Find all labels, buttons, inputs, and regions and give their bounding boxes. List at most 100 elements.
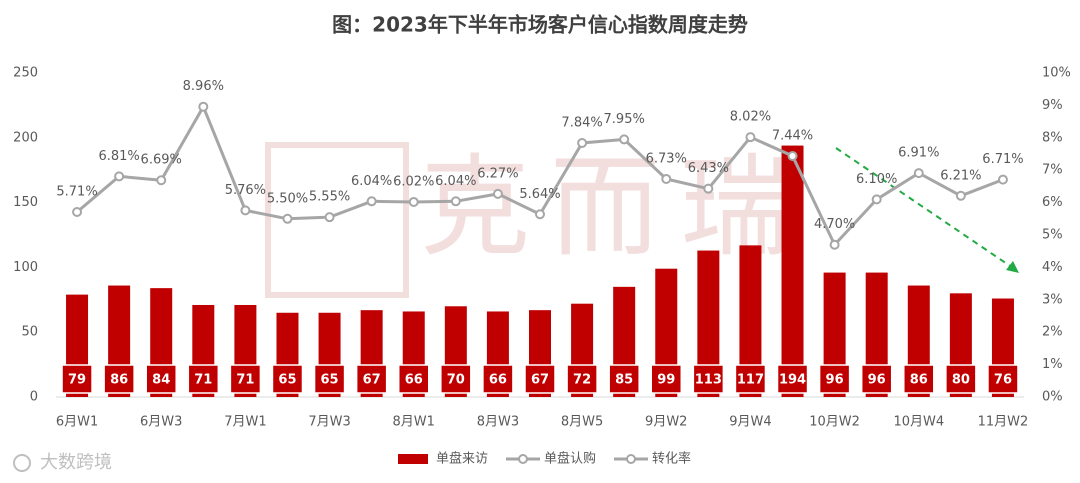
bar-label: 70	[447, 373, 465, 388]
bar-label: 66	[489, 373, 507, 388]
bar-label-box	[650, 364, 683, 394]
line-label: 6.71%	[982, 152, 1023, 167]
bar-label: 79	[68, 373, 86, 388]
bar-label: 71	[194, 373, 212, 388]
x-tick-label: 7月W1	[224, 415, 266, 430]
y-tick-label: 100	[13, 260, 38, 275]
bar-label: 76	[994, 373, 1012, 388]
y2-tick-label: 0%	[1042, 390, 1063, 405]
y2-tick-label: 9%	[1042, 98, 1063, 113]
bar-label-box	[818, 364, 851, 394]
line-marker	[198, 101, 209, 112]
bar-label-box	[103, 364, 135, 394]
bar-label-box	[355, 364, 388, 394]
x-tick-label: 8月W5	[561, 415, 603, 430]
line-marker	[829, 239, 840, 250]
line-label: 5.76%	[225, 183, 266, 198]
line-label: 6.73%	[646, 151, 687, 166]
y2-tick-label: 2%	[1042, 325, 1063, 340]
bar-label-box	[524, 364, 556, 394]
line-marker	[408, 196, 419, 207]
brand-icon	[13, 454, 31, 472]
line-marker	[619, 134, 630, 145]
bar-label-box	[608, 364, 640, 394]
line-label: 4.70%	[814, 217, 855, 232]
line-marker	[114, 171, 125, 182]
line-marker	[156, 175, 167, 186]
line-marker	[450, 196, 461, 207]
x-tick-label: 9月W2	[645, 415, 687, 430]
bar-label-box	[692, 364, 725, 394]
line-marker	[661, 173, 672, 184]
legend-swatch	[398, 454, 428, 464]
bar-label-box	[776, 364, 809, 394]
bar-label-box	[440, 364, 472, 394]
line-marker	[955, 190, 966, 201]
line-label: 7.44%	[772, 128, 813, 143]
line-label: 7.95%	[604, 112, 645, 127]
bar-label-box	[229, 364, 262, 394]
y2-tick-label: 4%	[1042, 260, 1063, 275]
bar-label: 113	[695, 373, 722, 388]
x-tick-label: 10月W2	[809, 415, 860, 430]
line-label: 8.02%	[730, 110, 771, 125]
line-label: 6.04%	[351, 174, 392, 189]
legend-label: 单盘认购	[544, 451, 596, 467]
bar-label-box	[397, 364, 430, 394]
bar-label: 67	[531, 373, 549, 388]
legend-swatch-marker	[626, 454, 636, 464]
bar-label-box	[566, 364, 598, 394]
line-marker	[492, 188, 503, 199]
y2-tick-label: 10%	[1042, 66, 1071, 81]
y-tick-label: 200	[13, 130, 38, 145]
line-label: 6.02%	[393, 174, 434, 189]
line-label: 6.10%	[856, 172, 897, 187]
bar-label-box	[145, 364, 177, 394]
y-tick-label: 150	[13, 195, 38, 210]
line-marker	[787, 150, 798, 161]
bar-label-box	[313, 364, 346, 394]
bar-label: 80	[952, 373, 970, 388]
bar-label: 84	[152, 373, 170, 388]
bar-label: 65	[278, 373, 296, 388]
line-marker	[240, 205, 251, 216]
bar-label-box	[187, 364, 220, 394]
line-marker	[913, 168, 924, 179]
x-tick-label: 11月W2	[978, 415, 1029, 430]
y2-tick-label: 8%	[1042, 130, 1063, 145]
chart-title: 图：2023年下半年市场客户信心指数周度走势	[332, 13, 748, 37]
bar-label-box	[903, 364, 935, 394]
bar-label: 117	[737, 373, 764, 388]
trend-arrow	[835, 147, 1017, 271]
bar-label: 99	[657, 373, 675, 388]
line-label: 6.21%	[940, 168, 981, 183]
x-tick-label: 10月W4	[893, 415, 944, 430]
line-label: 5.50%	[267, 191, 308, 206]
line-marker	[72, 206, 83, 217]
bar-label-box	[860, 364, 893, 394]
bar-label-box	[945, 364, 977, 394]
line-marker	[577, 137, 588, 148]
watermark-seal	[265, 142, 409, 298]
x-tick-label: 8月W1	[393, 415, 435, 430]
bar-label: 71	[236, 373, 254, 388]
line-label: 6.04%	[435, 174, 476, 189]
y2-tick-label: 6%	[1042, 195, 1063, 210]
line-label: 5.71%	[56, 184, 97, 199]
bar-label: 85	[615, 373, 633, 388]
bar-label: 66	[405, 373, 423, 388]
bar-label-box	[482, 364, 514, 394]
y2-tick-label: 7%	[1042, 163, 1063, 178]
legend-label: 单盘来访	[436, 451, 488, 467]
bar	[781, 145, 804, 397]
line-marker	[366, 196, 377, 207]
x-tick-label: 9月W4	[729, 415, 771, 430]
bar-label-box	[61, 364, 93, 394]
bar	[697, 250, 720, 397]
bar-label: 67	[363, 373, 381, 388]
x-tick-label: 6月W1	[56, 415, 98, 430]
y2-tick-label: 5%	[1042, 228, 1063, 243]
line-marker	[871, 194, 882, 205]
line-marker	[535, 209, 545, 220]
